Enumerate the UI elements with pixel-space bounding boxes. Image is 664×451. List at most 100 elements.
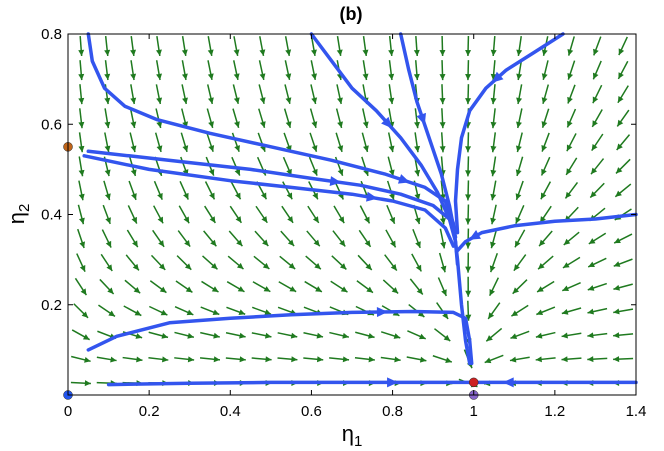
field-arrowhead bbox=[388, 169, 395, 177]
field-arrowhead bbox=[617, 96, 624, 103]
field-arrowhead bbox=[587, 356, 594, 363]
field-arrowhead bbox=[561, 356, 568, 363]
field-arrowhead bbox=[388, 97, 395, 105]
field-arrowhead bbox=[264, 332, 272, 339]
field-arrowhead bbox=[362, 73, 369, 80]
field-arrowhead bbox=[516, 49, 523, 56]
field-arrowhead bbox=[155, 49, 162, 56]
field-arrowhead bbox=[515, 169, 522, 176]
field-arrowhead bbox=[183, 192, 189, 200]
x-tick-label: 0.2 bbox=[139, 403, 160, 420]
field-arrowhead bbox=[465, 170, 472, 177]
field-arrowhead bbox=[617, 119, 624, 127]
field-arrowhead bbox=[511, 310, 519, 317]
field-arrowhead bbox=[234, 121, 240, 128]
field-arrowhead bbox=[488, 312, 495, 319]
trajectory-arrowhead bbox=[468, 230, 481, 240]
field-arrowhead bbox=[486, 335, 493, 342]
field-arrowhead bbox=[311, 121, 318, 128]
field-arrowhead bbox=[439, 98, 446, 105]
field-arrowhead bbox=[588, 261, 595, 268]
field-arrowhead bbox=[337, 121, 343, 128]
field-arrowhead bbox=[181, 49, 188, 56]
field-arrowhead bbox=[465, 218, 472, 225]
field-arrowhead bbox=[490, 193, 497, 201]
field-arrowhead bbox=[161, 356, 169, 363]
fixed-point-layer bbox=[63, 142, 479, 400]
trajectory-layer bbox=[82, 32, 638, 388]
field-arrowhead bbox=[312, 192, 318, 200]
field-arrowhead bbox=[158, 263, 166, 270]
field-arrowhead bbox=[184, 263, 192, 270]
x-tick-label: 1.2 bbox=[544, 403, 565, 420]
field-arrowhead bbox=[208, 168, 215, 176]
field-arrowhead bbox=[567, 49, 574, 56]
field-arrowhead bbox=[337, 169, 344, 176]
field-arrowhead bbox=[285, 73, 292, 80]
field-arrowhead bbox=[388, 73, 395, 81]
field-arrowhead bbox=[130, 169, 137, 176]
field-arrowhead bbox=[368, 356, 375, 363]
field-arrowhead bbox=[419, 333, 426, 340]
field-arrowhead bbox=[104, 49, 111, 56]
field-arrowhead bbox=[362, 49, 369, 56]
field-arrowhead bbox=[562, 262, 570, 268]
field-arrowhead bbox=[439, 218, 446, 225]
field-arrowhead bbox=[618, 72, 624, 79]
field-arrowhead bbox=[535, 356, 542, 363]
field-arrowhead bbox=[210, 263, 218, 270]
field-arrowhead bbox=[314, 262, 321, 270]
field-arrowhead bbox=[365, 263, 372, 270]
trajectory bbox=[86, 32, 472, 366]
field-arrowhead bbox=[108, 310, 116, 317]
field-arrowhead bbox=[185, 286, 193, 293]
field-arrowhead bbox=[389, 193, 395, 200]
field-arrowhead bbox=[233, 97, 240, 104]
field-arrowhead bbox=[105, 217, 111, 224]
field-arrowhead bbox=[541, 97, 548, 104]
field-arrowhead bbox=[183, 216, 190, 224]
field-arrowhead bbox=[416, 287, 423, 295]
field-arrowhead bbox=[516, 121, 522, 129]
field-arrowhead bbox=[465, 49, 472, 57]
field-arrowhead bbox=[440, 265, 447, 273]
field-arrowhead bbox=[262, 239, 269, 247]
field-arrowhead bbox=[541, 168, 547, 176]
field-arrowhead bbox=[616, 143, 623, 150]
field-arrowhead bbox=[81, 311, 89, 318]
field-arrowhead bbox=[615, 190, 622, 197]
field-arrowhead bbox=[391, 287, 399, 294]
field-arrowhead bbox=[337, 145, 344, 152]
field-arrowhead bbox=[512, 287, 520, 294]
field-arrowhead bbox=[286, 192, 293, 200]
field-arrowhead bbox=[212, 309, 220, 316]
field-arrowhead bbox=[439, 49, 446, 57]
field-arrowhead bbox=[159, 286, 167, 293]
field-arrowhead bbox=[130, 121, 137, 129]
field-arrowhead bbox=[616, 167, 623, 174]
field-arrowhead bbox=[414, 145, 421, 153]
y-axis-label-subscript: 2 bbox=[16, 204, 33, 212]
trajectory bbox=[453, 32, 565, 235]
field-arrowhead bbox=[587, 332, 594, 339]
field-arrowhead bbox=[80, 288, 87, 296]
y-tick-label: 0.8 bbox=[41, 26, 62, 43]
field-arrowhead bbox=[339, 239, 346, 247]
field-arrowhead bbox=[104, 73, 111, 81]
field-arrowhead bbox=[207, 49, 214, 56]
field-arrowhead bbox=[342, 356, 350, 363]
trajectory bbox=[398, 32, 458, 239]
field-arrowhead bbox=[78, 121, 85, 129]
field-arrowhead bbox=[287, 216, 294, 223]
field-arrowhead bbox=[315, 286, 322, 292]
x-tick-label: 0.6 bbox=[301, 403, 322, 420]
trajectory-arrowhead bbox=[366, 191, 378, 202]
field-arrowhead bbox=[565, 191, 572, 199]
field-arrowhead bbox=[158, 240, 165, 247]
field-arrowhead bbox=[236, 239, 243, 247]
field-arrowhead bbox=[613, 332, 620, 339]
trajectory-arrowhead bbox=[387, 377, 399, 388]
field-arrowhead bbox=[213, 356, 220, 363]
field-arrowhead bbox=[541, 144, 548, 152]
field-arrowhead bbox=[210, 239, 217, 247]
